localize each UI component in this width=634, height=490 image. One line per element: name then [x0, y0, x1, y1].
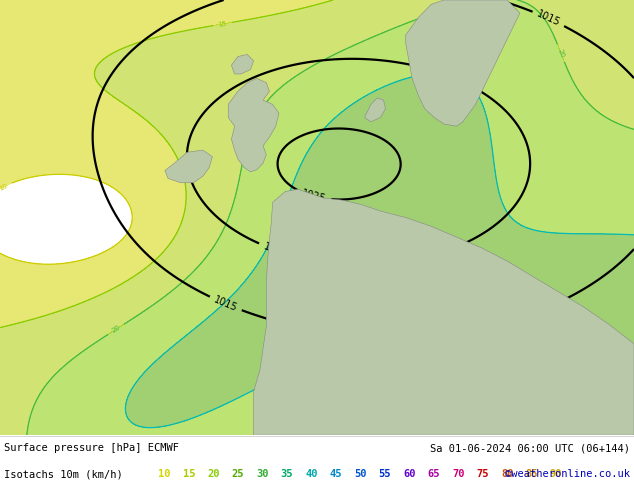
Text: Sa 01-06-2024 06:00 UTC (06+144): Sa 01-06-2024 06:00 UTC (06+144)	[430, 443, 630, 453]
Text: ©weatheronline.co.uk: ©weatheronline.co.uk	[505, 469, 630, 479]
Text: 20: 20	[557, 48, 566, 58]
Text: 35: 35	[280, 469, 293, 479]
Text: 1025: 1025	[301, 188, 327, 204]
Text: 1020: 1020	[262, 241, 288, 259]
Text: 30: 30	[586, 418, 596, 429]
Text: Isotachs 10m (km/h): Isotachs 10m (km/h)	[4, 469, 123, 479]
Text: 85: 85	[526, 469, 538, 479]
Text: 30: 30	[256, 469, 269, 479]
Text: 20: 20	[207, 469, 219, 479]
Text: 65: 65	[427, 469, 440, 479]
Polygon shape	[365, 98, 385, 122]
Text: 1015: 1015	[535, 9, 562, 28]
Text: 60: 60	[403, 469, 415, 479]
Text: Surface pressure [hPa] ECMWF: Surface pressure [hPa] ECMWF	[4, 443, 179, 453]
Text: 1015: 1015	[212, 294, 239, 313]
Text: 10: 10	[0, 182, 8, 192]
Polygon shape	[228, 78, 279, 172]
Text: 50: 50	[354, 469, 366, 479]
Text: 75: 75	[477, 469, 489, 479]
Polygon shape	[406, 0, 520, 126]
Text: 40: 40	[305, 469, 318, 479]
Polygon shape	[231, 54, 254, 74]
Text: 20: 20	[111, 324, 121, 334]
Text: 25: 25	[231, 469, 244, 479]
Polygon shape	[355, 226, 634, 435]
Text: 25: 25	[262, 378, 272, 388]
Polygon shape	[165, 150, 212, 183]
Text: 15: 15	[217, 20, 228, 28]
Text: 10: 10	[158, 469, 171, 479]
Text: 80: 80	[501, 469, 514, 479]
Text: 90: 90	[550, 469, 562, 479]
Text: 55: 55	[378, 469, 391, 479]
Polygon shape	[254, 189, 634, 435]
Text: 15: 15	[183, 469, 195, 479]
Text: 45: 45	[330, 469, 342, 479]
Text: 70: 70	[452, 469, 465, 479]
